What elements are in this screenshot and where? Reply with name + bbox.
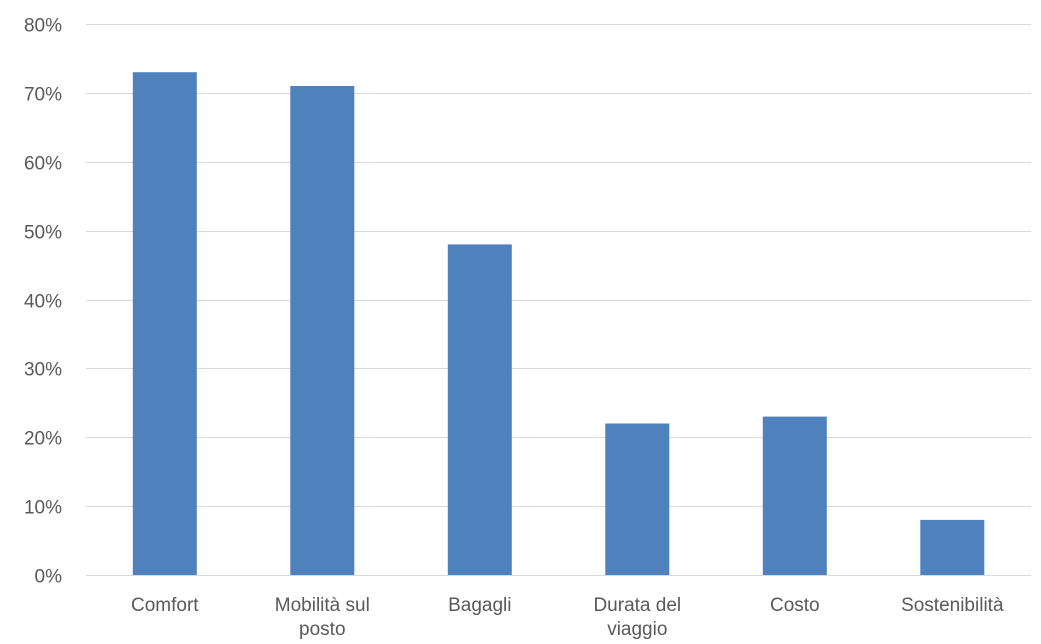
x-category-label-line: Comfort [131,595,199,616]
y-tick-label: 70% [24,85,62,106]
x-category-label: Mobilità sul posto [275,595,370,640]
y-tick-label: 20% [24,429,62,450]
y-tick-label: 10% [24,498,62,519]
y-tick-label: 0% [35,567,63,588]
y-tick-label: 40% [24,292,62,313]
bar [447,244,512,575]
x-category-label-line: posto [299,619,345,640]
x-category-label-line: viaggio [607,619,667,640]
bar [605,423,670,575]
x-category-label: Sostenibilità [901,595,1004,616]
x-axis-category-labels: Comfort Mobilità sul posto Bagagli Durata de… [131,595,1004,640]
x-category-label: Bagagli [448,595,511,616]
y-tick-label: 80% [24,16,62,37]
x-category-label: Durata del viaggio [593,595,681,640]
x-category-label: Comfort [131,595,199,616]
x-category-label-line: Costo [770,595,820,616]
x-category-label-line: Bagagli [448,595,511,616]
bar [920,519,985,575]
y-tick-label: 30% [24,360,62,381]
y-axis-tick-labels: 0% 10% 20% 30% 40% 50% 60% 70% 80% [24,16,62,588]
x-category-label-line: Sostenibilità [901,595,1004,616]
bars [132,72,985,575]
bar [132,72,197,575]
x-category-label-line: Durata del [593,595,681,616]
x-category-label-line: Mobilità sul [275,595,370,616]
x-category-label: Costo [770,595,820,616]
y-tick-label: 60% [24,154,62,175]
bar [290,86,355,575]
gridlines [86,24,1031,576]
bar [762,416,827,575]
y-tick-label: 50% [24,223,62,244]
